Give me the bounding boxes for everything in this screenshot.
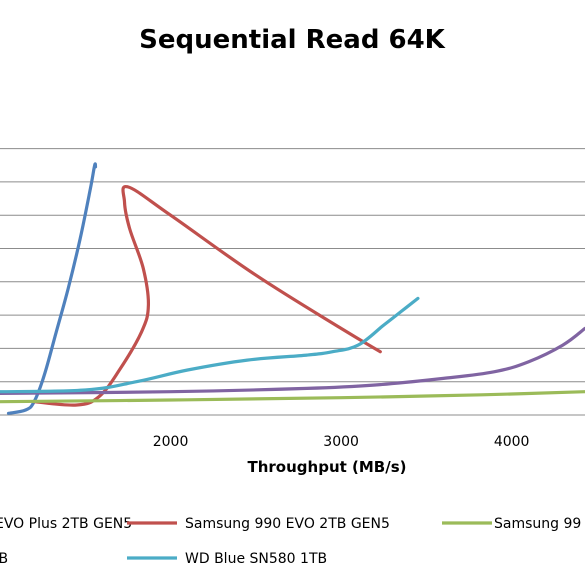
legend-label-2: Samsung 990 EVO 2TB GEN5 <box>185 516 390 532</box>
x-tick-label: 4000 <box>494 434 530 450</box>
series-line-1 <box>6 162 98 415</box>
series-line-3 <box>0 390 585 404</box>
series-line-5 <box>0 296 420 394</box>
legend-label-1: EVO Plus 2TB GEN5 <box>0 516 132 532</box>
gridlines <box>0 148 585 416</box>
legend-label-4: TB <box>0 551 8 567</box>
chart-title: Sequential Read 64K <box>139 25 446 55</box>
x-tick-label: 2000 <box>153 434 189 450</box>
legend-label-3: Samsung 99 <box>494 516 581 532</box>
series-lines <box>0 162 585 415</box>
x-axis-label: Throughput (MB/s) <box>248 458 407 476</box>
legend: EVO Plus 2TB GEN5 Samsung 990 EVO 2TB GEN… <box>0 516 581 567</box>
series-line-2 <box>32 184 382 407</box>
x-tick-labels: 2000 3000 4000 <box>153 434 530 450</box>
x-tick-label: 3000 <box>323 434 359 450</box>
legend-label-5: WD Blue SN580 1TB <box>185 551 327 567</box>
series-line-4 <box>0 326 585 395</box>
